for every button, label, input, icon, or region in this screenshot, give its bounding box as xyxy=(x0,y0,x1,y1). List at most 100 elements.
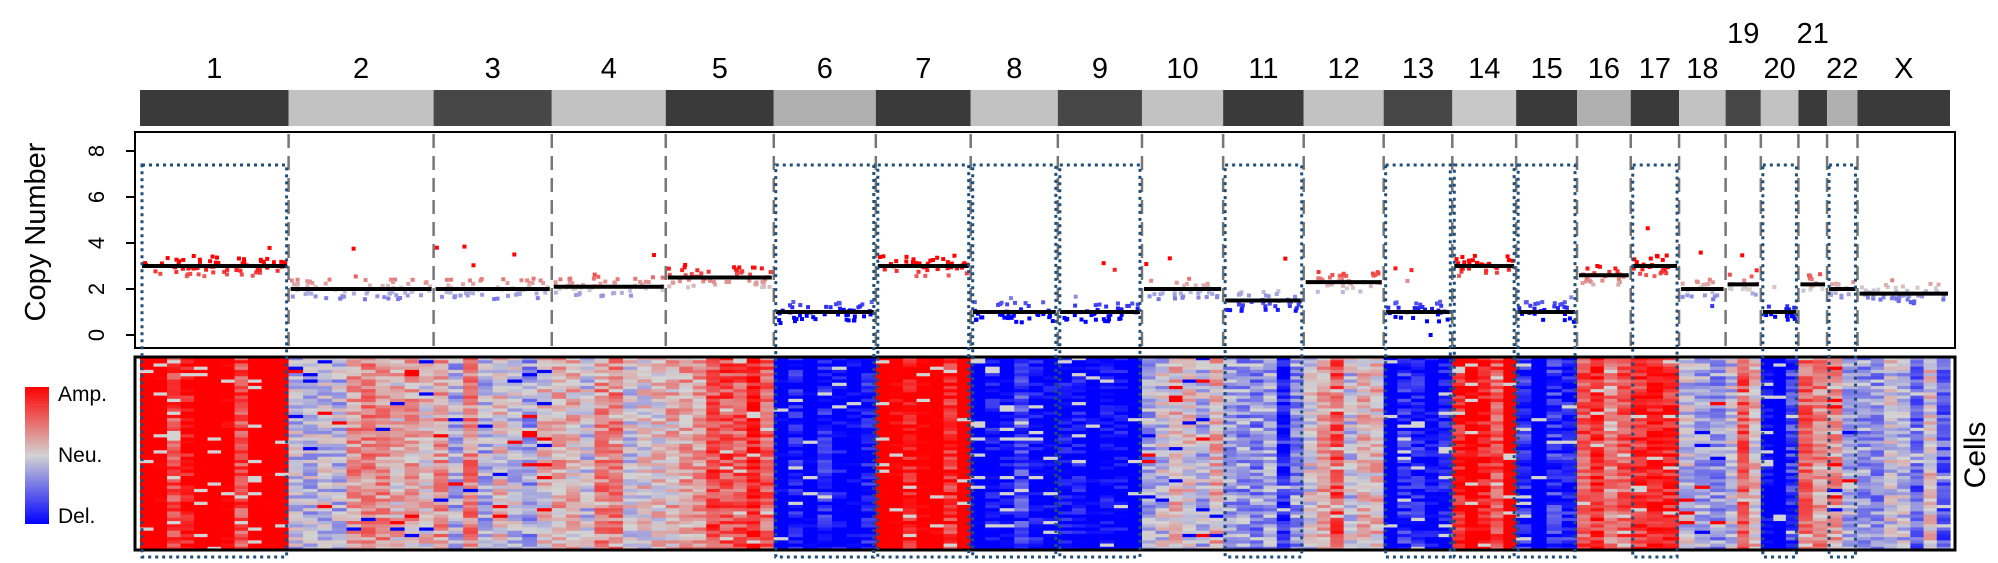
heatmap-cell xyxy=(207,453,222,458)
copy-number-point xyxy=(1769,312,1774,317)
heatmap-cell xyxy=(1014,463,1030,467)
copy-number-point xyxy=(1340,283,1345,288)
heatmap-cell xyxy=(167,389,182,393)
heatmap-cell xyxy=(623,485,638,490)
copy-number-point xyxy=(1591,282,1596,287)
heatmap-cell xyxy=(1085,453,1101,458)
heatmap-cell xyxy=(346,427,362,432)
heatmap-cell xyxy=(665,527,680,532)
ideogram-block xyxy=(1630,90,1680,126)
heatmap-cell xyxy=(180,408,195,413)
heatmap-cell xyxy=(817,504,833,509)
heatmap-cell xyxy=(180,517,195,522)
heatmap-cell xyxy=(1085,398,1101,403)
heatmap-cell xyxy=(580,373,596,377)
heatmap-cell xyxy=(522,466,538,471)
heatmap-cell xyxy=(153,514,168,519)
heatmap-cell xyxy=(832,379,848,384)
heatmap-cell xyxy=(846,357,862,361)
heatmap-cell xyxy=(580,543,596,548)
heatmap-cell xyxy=(180,402,195,406)
heatmap-cell xyxy=(375,369,391,374)
heatmap-cell xyxy=(419,524,435,529)
heatmap-cell xyxy=(288,440,304,445)
heatmap-cell xyxy=(902,414,918,419)
heatmap-cell xyxy=(332,450,348,455)
heatmap-cell xyxy=(719,537,734,541)
heatmap-cell xyxy=(346,369,362,374)
heatmap-cell xyxy=(861,366,877,371)
copy-number-point xyxy=(1571,319,1576,324)
copy-number-point xyxy=(380,283,385,288)
heatmap-cell xyxy=(1071,459,1087,464)
heatmap-cell xyxy=(522,537,538,541)
heatmap-cell xyxy=(957,398,972,403)
heatmap-cell xyxy=(332,492,348,496)
heatmap-cell xyxy=(608,492,624,496)
heatmap-cell xyxy=(930,395,945,400)
heatmap-cell xyxy=(861,437,877,442)
heatmap-cell xyxy=(234,459,249,464)
heatmap-cell xyxy=(902,392,918,397)
heatmap-cell xyxy=(985,392,1001,397)
heatmap-cell xyxy=(234,434,249,439)
heatmap-cell xyxy=(433,357,449,361)
heatmap-cell xyxy=(361,521,377,525)
heatmap-cell xyxy=(566,495,581,500)
heatmap-cell xyxy=(861,357,877,361)
heatmap-cell xyxy=(566,517,581,522)
heatmap-cell xyxy=(999,511,1015,516)
copy-number-point xyxy=(629,293,634,298)
heatmap-cell xyxy=(902,543,918,548)
heatmap-cell xyxy=(970,440,986,445)
heatmap-cell xyxy=(537,459,553,464)
heatmap-cell xyxy=(261,492,276,496)
heatmap-cell xyxy=(419,385,435,390)
heatmap-cell xyxy=(234,504,249,509)
copy-number-point xyxy=(174,257,179,262)
heatmap-cell xyxy=(719,427,734,432)
heatmap-cell xyxy=(317,521,333,525)
heatmap-cell xyxy=(875,537,890,541)
heatmap-cell xyxy=(802,476,819,480)
heatmap-cell xyxy=(433,482,449,487)
heatmap-cell xyxy=(916,430,931,435)
heatmap-cell xyxy=(492,376,509,381)
heatmap-cell xyxy=(167,398,182,403)
heatmap-cell xyxy=(180,527,195,532)
copy-number-point xyxy=(501,277,506,282)
heatmap-cell xyxy=(180,463,195,467)
chromosome-label: 12 xyxy=(1328,53,1360,85)
heatmap-cell xyxy=(580,379,596,384)
copy-number-point xyxy=(460,282,465,287)
heatmap-cell xyxy=(167,488,182,493)
heatmap-cell xyxy=(167,533,182,538)
heatmap-cell xyxy=(875,402,890,406)
heatmap-cell xyxy=(733,511,748,516)
heatmap-cell xyxy=(746,540,761,545)
heatmap-cell xyxy=(566,427,581,432)
heatmap-cell xyxy=(985,492,1001,496)
copy-number-point xyxy=(1261,289,1266,294)
heatmap-cell xyxy=(875,476,890,480)
copy-number-point xyxy=(1920,294,1925,299)
copy-number-point xyxy=(385,284,390,289)
heatmap-cell xyxy=(261,376,276,381)
heatmap-cell xyxy=(346,508,362,512)
heatmap-cell xyxy=(802,408,819,413)
heatmap-cell xyxy=(1043,405,1059,410)
heatmap-cell xyxy=(861,421,877,426)
heatmap-cell xyxy=(551,540,567,545)
heatmap-cell xyxy=(916,537,931,541)
heatmap-cell xyxy=(419,402,435,406)
heatmap-cell xyxy=(665,501,680,506)
heatmap-cell xyxy=(433,418,449,422)
heatmap-cell xyxy=(221,453,236,458)
heatmap-cell xyxy=(832,376,848,381)
heatmap-cell xyxy=(361,363,377,368)
heatmap-cell xyxy=(719,357,734,361)
heatmap-cell xyxy=(477,517,494,522)
heatmap-cell xyxy=(580,421,596,426)
heatmap-cell xyxy=(580,443,596,448)
heatmap-cell xyxy=(594,437,610,442)
